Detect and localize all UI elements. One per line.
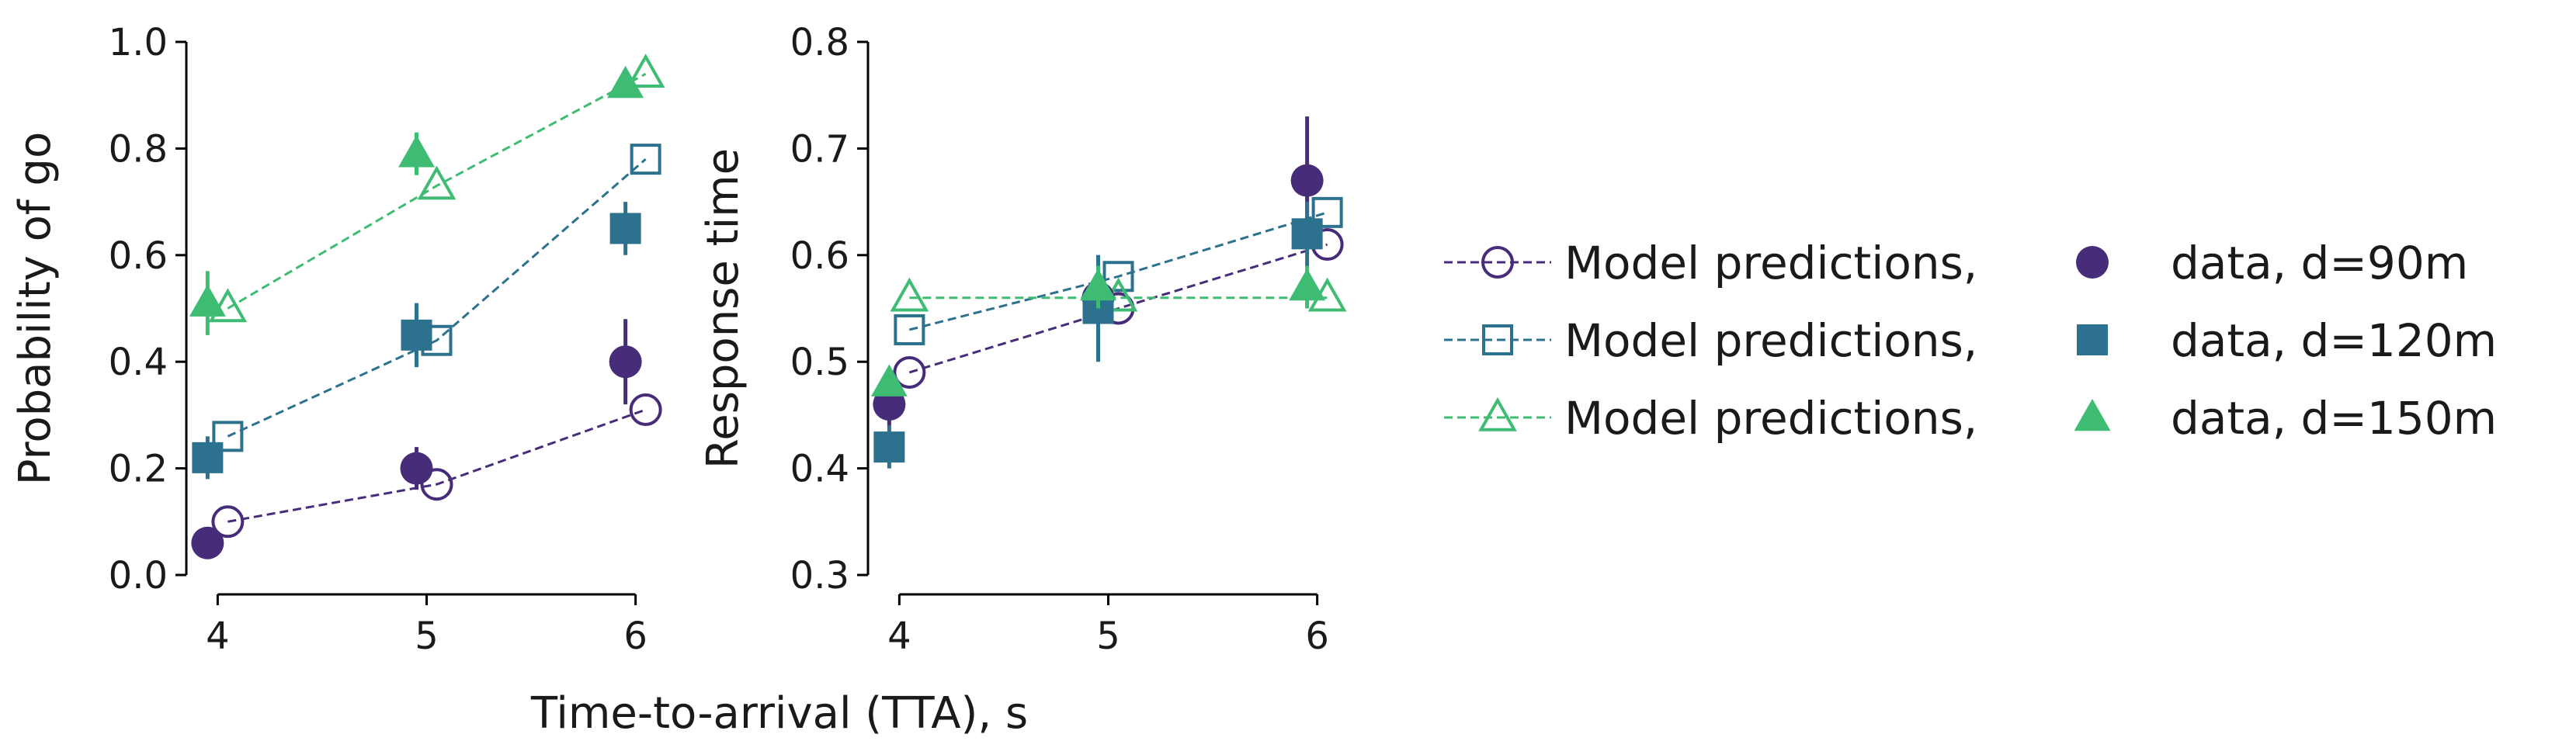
d90-model-line: [227, 408, 647, 523]
d120-model-line: [227, 158, 647, 438]
x-tick-label: 4: [206, 615, 230, 658]
y-tick-label: 0.5: [790, 341, 849, 384]
d120-model-series: [212, 144, 661, 452]
d150-model-series: [890, 277, 1347, 312]
d120-model-point: [1311, 196, 1343, 228]
legend-model-label: Model predictions,: [1564, 392, 1977, 445]
x-tick-label: 4: [887, 615, 911, 658]
d150-data-point: [398, 135, 435, 168]
legend-data-marker: [2074, 398, 2111, 431]
y-tick-label: 1.0: [109, 21, 168, 64]
d150-data-point: [1080, 268, 1116, 301]
y-tick-label: 0.2: [109, 448, 168, 491]
response-time-panel: 0.3 0.4 0.5 0.6 0.7 0.8 4 5 6 Response time: [698, 21, 1347, 658]
d120-model-point: [212, 421, 244, 452]
d90-model-line: [908, 243, 1328, 374]
d120-model-point: [894, 313, 925, 345]
probability-of-go-panel: 0.0 0.2 0.4 0.6 0.8 1.0 4 5 6 Probability of go: [10, 21, 665, 658]
legend-model-marker: [1478, 397, 1517, 431]
d90-model-point: [420, 468, 453, 501]
d150-data-point: [1289, 268, 1326, 301]
d90-model-point: [629, 393, 662, 427]
x-axis-label: Time-to-arrival (TTA), s: [530, 688, 1028, 739]
d120-model-series: [894, 196, 1343, 345]
d120-data-point: [609, 213, 641, 244]
d90-model-series: [893, 228, 1344, 389]
d150-model-point: [417, 165, 457, 200]
d120-model-point: [1102, 261, 1134, 293]
legend-data-label: data, d=90m: [2171, 237, 2468, 289]
legend-model-label: Model predictions,: [1564, 237, 1977, 289]
d90-data-point: [609, 345, 642, 379]
d150-model-point: [626, 54, 665, 88]
d150-data-series: [189, 65, 644, 335]
d90-model-point: [893, 355, 926, 389]
d120-data-point: [401, 319, 432, 351]
d150-model-line: [227, 72, 647, 310]
y-axis-label: Response time: [698, 148, 748, 469]
y-tick-label: 0.7: [790, 127, 849, 171]
d150-model-point: [890, 277, 929, 312]
d150-data-point: [189, 284, 226, 317]
x-tick-label: 6: [1305, 615, 1329, 658]
legend-data-marker: [2077, 324, 2108, 355]
legend-data-marker: [2076, 246, 2109, 279]
x-tick-label: 5: [1096, 615, 1120, 658]
d150-data-point: [870, 364, 908, 397]
d150-data-point: [607, 65, 644, 99]
d90-data-point: [1290, 164, 1324, 197]
y-tick-label: 0.3: [790, 554, 849, 597]
y-tick-label: 0.6: [790, 234, 849, 278]
d150-data-series: [870, 265, 1326, 397]
legend-model-label: Model predictions,: [1564, 314, 1977, 367]
legend-data-label: data, d=150m: [2171, 392, 2497, 445]
y-tick-label: 0.4: [790, 448, 849, 491]
legend-row-d150: Model predictions, data, d=150m: [1444, 392, 2497, 445]
d120-data-series: [192, 202, 641, 480]
d90-data-point: [191, 526, 224, 559]
d120-data-point: [1291, 218, 1323, 250]
x-tick-label: 5: [415, 615, 439, 658]
d90-data-series: [191, 319, 642, 559]
y-tick-label: 0.4: [109, 341, 168, 384]
legend-row-d90: Model predictions, data, d=90m: [1444, 237, 2468, 289]
y-tick-label: 0.6: [109, 234, 168, 278]
y-tick-label: 0.8: [790, 21, 849, 64]
legend-model-marker: [1482, 324, 1513, 355]
legend-data-label: data, d=120m: [2171, 314, 2497, 367]
d150-model-series: [208, 54, 665, 323]
d90-model-series: [211, 393, 662, 539]
legend-model-marker: [1481, 246, 1514, 279]
d90-model-point: [211, 505, 245, 539]
d120-model-line: [908, 211, 1328, 331]
y-axis-label: Probability of go: [10, 132, 61, 485]
d120-data-point: [192, 442, 224, 473]
legend-row-d120: Model predictions, data, d=120m: [1444, 314, 2497, 367]
d120-data-series: [873, 202, 1323, 469]
x-tick-label: 6: [623, 615, 647, 658]
y-tick-label: 0.0: [109, 554, 168, 597]
d90-data-point: [400, 452, 433, 485]
d120-model-point: [630, 144, 661, 175]
y-tick-label: 0.8: [109, 127, 168, 171]
d120-data-point: [873, 431, 905, 463]
